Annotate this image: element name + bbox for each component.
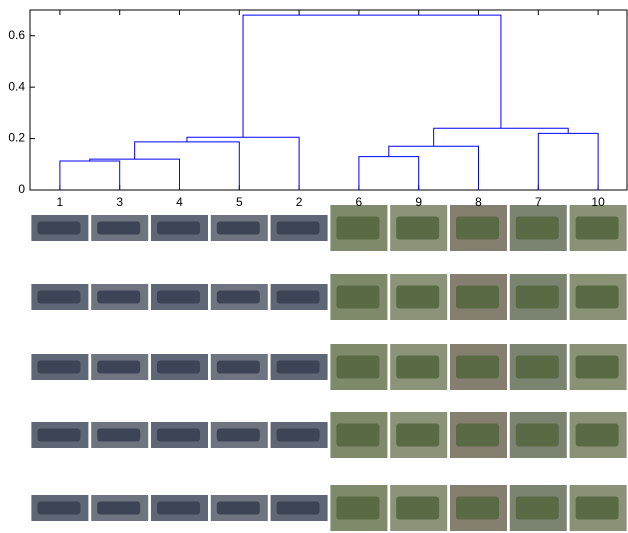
dendrogram-link <box>434 128 569 146</box>
thumbnail-object <box>516 286 559 309</box>
x-tick-label: 8 <box>475 195 482 209</box>
thumbnail-object <box>157 361 200 374</box>
thumbnail-object <box>217 222 260 235</box>
thumbnail-object <box>396 356 439 379</box>
thumbnail-object <box>37 429 80 442</box>
dendrogram-link <box>389 146 479 190</box>
thumbnail-object <box>37 502 80 515</box>
thumbnail-object <box>277 291 320 304</box>
y-tick-label: 0.2 <box>8 131 25 145</box>
x-tick-label: 10 <box>591 195 605 209</box>
x-tick-label: 4 <box>176 195 183 209</box>
x-tick-label: 3 <box>116 195 123 209</box>
dendrogram-link <box>538 133 598 190</box>
x-tick-label: 7 <box>535 195 542 209</box>
thumbnail-object <box>217 429 260 442</box>
thumbnail-object <box>516 356 559 379</box>
thumbnail-object <box>37 222 80 235</box>
thumbnail-object <box>456 356 499 379</box>
dendrogram-link <box>60 161 120 190</box>
x-tick-label: 5 <box>236 195 243 209</box>
dendrogram-link <box>135 142 240 190</box>
dendrogram-link <box>243 15 501 137</box>
thumbnail-object <box>336 356 379 379</box>
thumbnail-object <box>576 424 619 447</box>
y-tick-label: 0.4 <box>8 79 25 93</box>
dendrogram-link <box>90 159 180 190</box>
thumbnail-object <box>157 222 200 235</box>
thumbnail-object <box>396 217 439 240</box>
thumbnail-object <box>396 497 439 520</box>
thumbnail-object <box>97 429 140 442</box>
thumbnail-object <box>97 291 140 304</box>
x-tick-label: 9 <box>415 195 422 209</box>
thumbnail-object <box>456 424 499 447</box>
thumbnail-object <box>37 291 80 304</box>
thumbnail-object <box>336 497 379 520</box>
thumbnail-object <box>576 356 619 379</box>
thumbnail-object <box>456 286 499 309</box>
x-tick-label: 6 <box>356 195 363 209</box>
thumbnail-object <box>157 429 200 442</box>
thumbnail-object <box>336 286 379 309</box>
thumbnail-object <box>336 424 379 447</box>
thumbnail-object <box>97 361 140 374</box>
dendrogram-link <box>359 157 419 190</box>
y-tick-label: 0.6 <box>8 28 25 42</box>
thumbnail-object <box>336 217 379 240</box>
thumbnail-object <box>217 502 260 515</box>
chart: 0 0.2 0.4 0.6 1 3 4 5 2 6 9 8 7 10 <box>0 0 628 533</box>
thumbnail-object <box>217 361 260 374</box>
thumbnail-object <box>516 424 559 447</box>
thumbnail-object <box>97 222 140 235</box>
thumbnail-object <box>217 291 260 304</box>
thumbnail-object <box>396 286 439 309</box>
thumbnail-object <box>516 497 559 520</box>
thumbnail-object <box>396 424 439 447</box>
thumbnail-object <box>277 361 320 374</box>
thumbnail-object <box>456 497 499 520</box>
dendrogram-link <box>187 137 299 190</box>
x-tick-label: 1 <box>57 195 64 209</box>
thumbnail-object <box>277 222 320 235</box>
thumbnail-object <box>277 502 320 515</box>
thumbnail-object <box>576 497 619 520</box>
y-tick-label: 0 <box>18 182 25 196</box>
thumbnail-object <box>576 217 619 240</box>
thumbnail-object <box>277 429 320 442</box>
x-tick-label: 2 <box>296 195 303 209</box>
thumbnail-grid <box>31 205 626 531</box>
thumbnail-object <box>456 217 499 240</box>
thumbnail-object <box>516 217 559 240</box>
thumbnail-object <box>157 291 200 304</box>
thumbnail-object <box>97 502 140 515</box>
thumbnail-object <box>576 286 619 309</box>
thumbnail-object <box>37 361 80 374</box>
thumbnail-object <box>157 502 200 515</box>
